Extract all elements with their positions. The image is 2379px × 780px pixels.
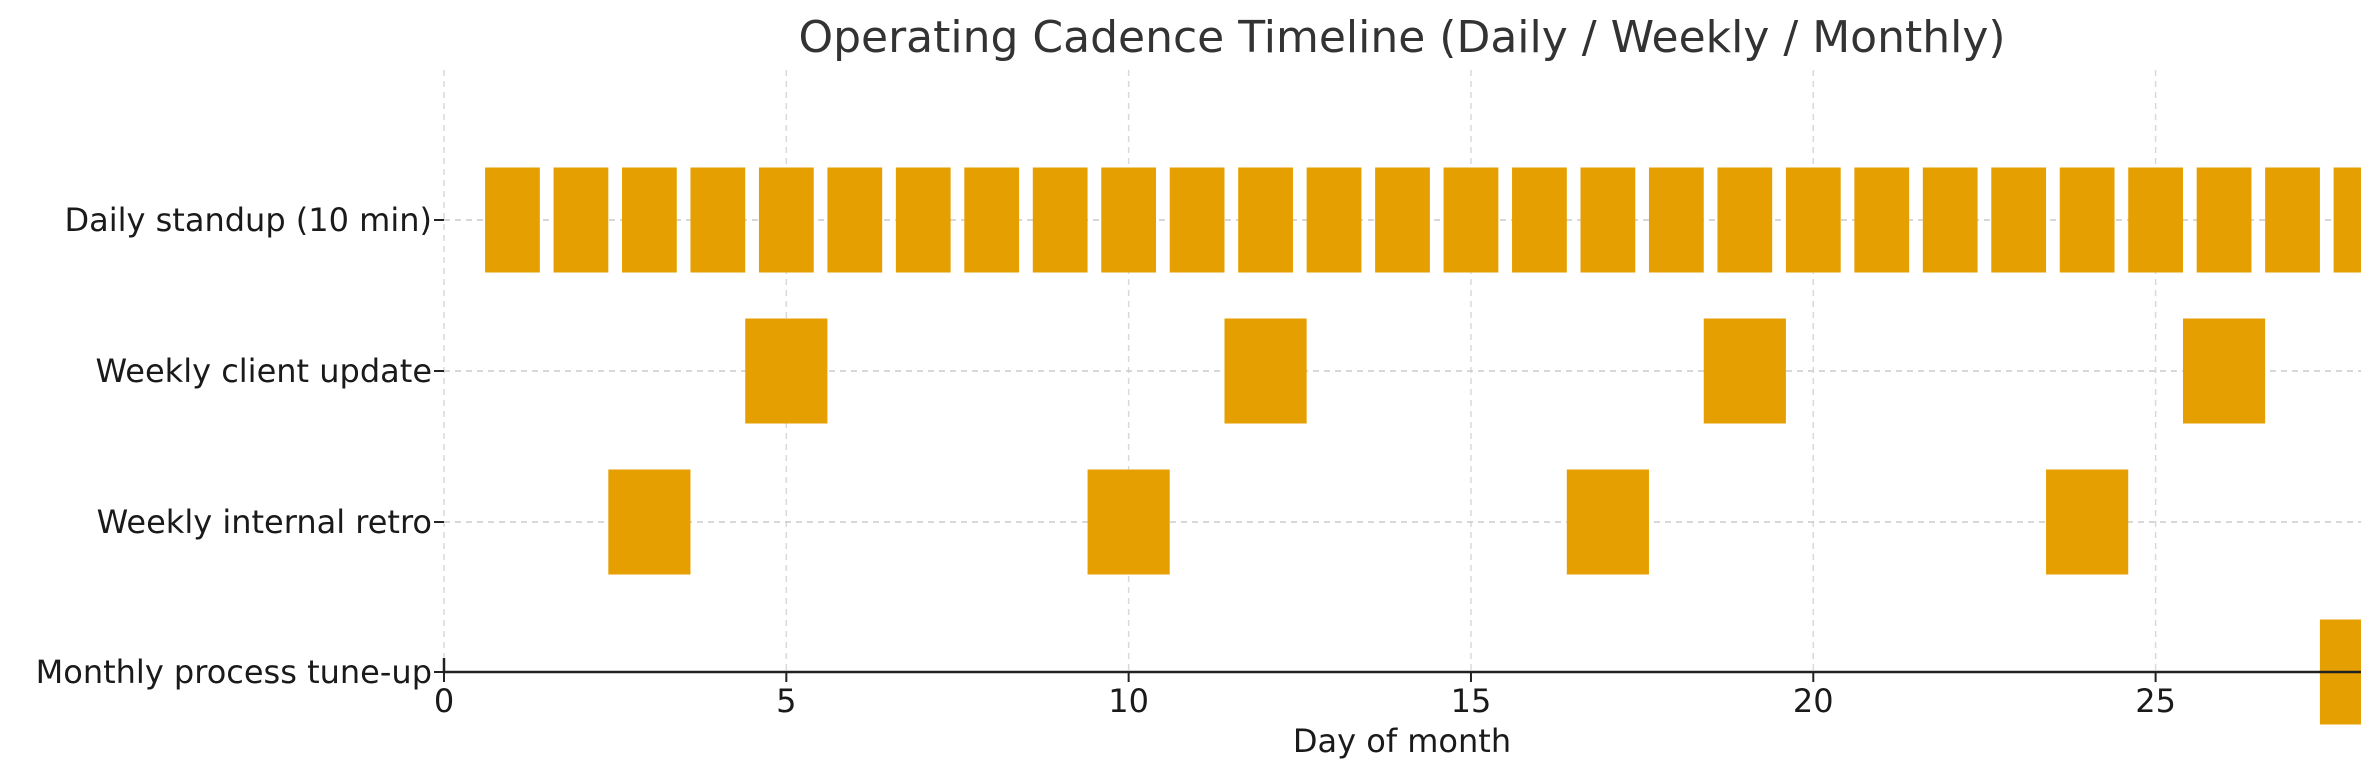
event-bar — [2128, 167, 2183, 273]
x-tick-label: 0 — [434, 682, 454, 720]
event-bar — [1991, 167, 2047, 273]
x-tick-label: 20 — [1793, 682, 1834, 720]
event-bar — [2046, 469, 2129, 575]
event-bar — [2182, 318, 2266, 424]
event-bar — [1854, 167, 1910, 273]
event-bar — [1703, 318, 1786, 424]
event-bar — [1101, 167, 1157, 273]
event-bar — [1032, 167, 1088, 273]
event-bar — [485, 167, 540, 273]
event-bar — [745, 318, 828, 424]
event-bar — [1785, 167, 1841, 273]
event-bar — [1087, 469, 1170, 575]
event-bar — [1238, 167, 1293, 273]
x-tick-label: 10 — [1108, 682, 1149, 720]
event-bar — [1169, 167, 1225, 273]
event-bar — [827, 167, 883, 273]
event-bar — [2196, 167, 2252, 273]
x-tick-labels: 0 5 10 15 20 25 — [434, 682, 2176, 720]
event-bar — [895, 167, 951, 273]
row-label: Weekly internal retro — [97, 503, 432, 541]
row-labels: Daily standup (10 min) Weekly client upda… — [36, 201, 432, 691]
chart-title: Operating Cadence Timeline (Daily / Week… — [798, 12, 2005, 63]
row-label: Monthly process tune-up — [36, 653, 432, 691]
event-bar — [622, 167, 677, 273]
event-bar — [690, 167, 746, 273]
event-bar — [1648, 167, 1704, 273]
x-axis-label: Day of month — [1293, 722, 1511, 760]
x-tick-label: 5 — [776, 682, 796, 720]
row-label: Daily standup (10 min) — [64, 201, 432, 239]
x-tick-label: 15 — [1451, 682, 1492, 720]
event-bar — [1512, 167, 1567, 273]
event-bar — [1306, 167, 1362, 273]
event-bar — [1717, 167, 1773, 273]
event-bar — [608, 469, 691, 575]
bars-group — [485, 167, 2361, 725]
event-bar — [1580, 167, 1636, 273]
row-label: Weekly client update — [96, 352, 432, 390]
event-bar — [2265, 167, 2320, 273]
event-bar — [964, 167, 1020, 273]
grid-lines — [443, 70, 2361, 672]
event-bar — [758, 167, 814, 273]
axes-group — [434, 219, 2361, 682]
event-bar — [553, 167, 609, 273]
event-bar — [1375, 167, 1430, 273]
event-bar — [1922, 167, 1978, 273]
event-bar — [1443, 167, 1499, 273]
event-bar — [2333, 167, 2361, 273]
event-bar — [1224, 318, 1307, 424]
event-bar — [2059, 167, 2115, 273]
event-bar — [1566, 469, 1649, 575]
x-tick-label: 25 — [2135, 682, 2176, 720]
